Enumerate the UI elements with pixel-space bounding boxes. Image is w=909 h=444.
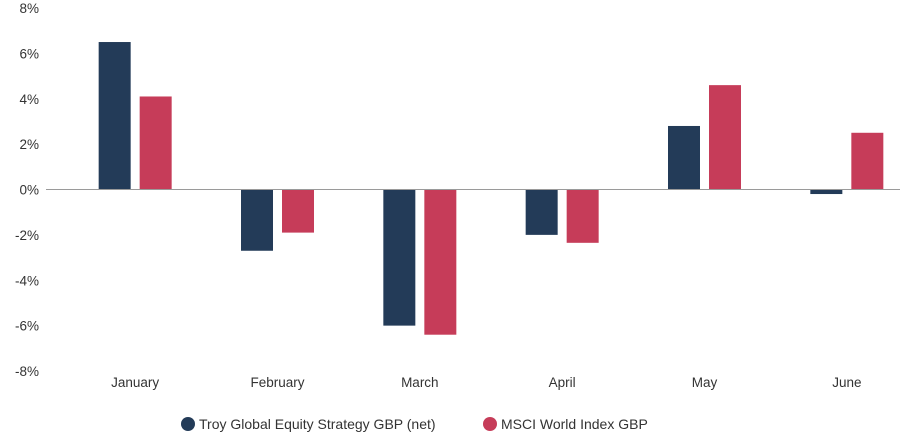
bar-index-may bbox=[709, 85, 741, 190]
legend-marker bbox=[483, 417, 497, 431]
x-tick-label: April bbox=[549, 375, 576, 390]
bar-index-march bbox=[424, 189, 457, 335]
bar-strategy-february bbox=[241, 189, 273, 251]
x-tick-label: March bbox=[401, 375, 439, 390]
x-tick-label: February bbox=[250, 375, 304, 390]
y-tick-label: -2% bbox=[15, 228, 39, 243]
bar-strategy-april bbox=[525, 189, 558, 235]
y-tick-label: 6% bbox=[19, 46, 39, 61]
legend-marker bbox=[181, 417, 195, 431]
y-tick-label: -4% bbox=[15, 273, 39, 288]
x-tick-label: June bbox=[832, 375, 861, 390]
bar-strategy-june bbox=[810, 189, 843, 195]
bars bbox=[98, 42, 884, 335]
legend: Troy Global Equity Strategy GBP (net) MSC… bbox=[181, 416, 648, 432]
x-axis: January February March April May June bbox=[111, 375, 861, 390]
bar-index-january bbox=[139, 96, 172, 190]
bar-strategy-may bbox=[668, 125, 700, 190]
y-tick-label: 2% bbox=[19, 137, 39, 152]
y-tick-label: 8% bbox=[19, 1, 39, 16]
bar-index-june bbox=[851, 132, 884, 190]
x-tick-label: January bbox=[111, 375, 159, 390]
y-tick-label: 0% bbox=[19, 183, 39, 198]
y-tick-label: -6% bbox=[15, 319, 39, 334]
bar-index-april bbox=[566, 189, 599, 243]
y-tick-label: 4% bbox=[19, 92, 39, 107]
legend-label: Troy Global Equity Strategy GBP (net) bbox=[199, 416, 436, 432]
bar-strategy-january bbox=[98, 42, 131, 190]
bar-strategy-march bbox=[383, 189, 416, 326]
legend-label: MSCI World Index GBP bbox=[501, 416, 648, 432]
y-tick-label: -8% bbox=[15, 364, 39, 379]
bar-index-february bbox=[282, 189, 314, 233]
y-axis: 8% 6% 4% 2% 0% -2% -4% -6% -8% bbox=[15, 1, 39, 379]
x-tick-label: May bbox=[692, 375, 718, 390]
